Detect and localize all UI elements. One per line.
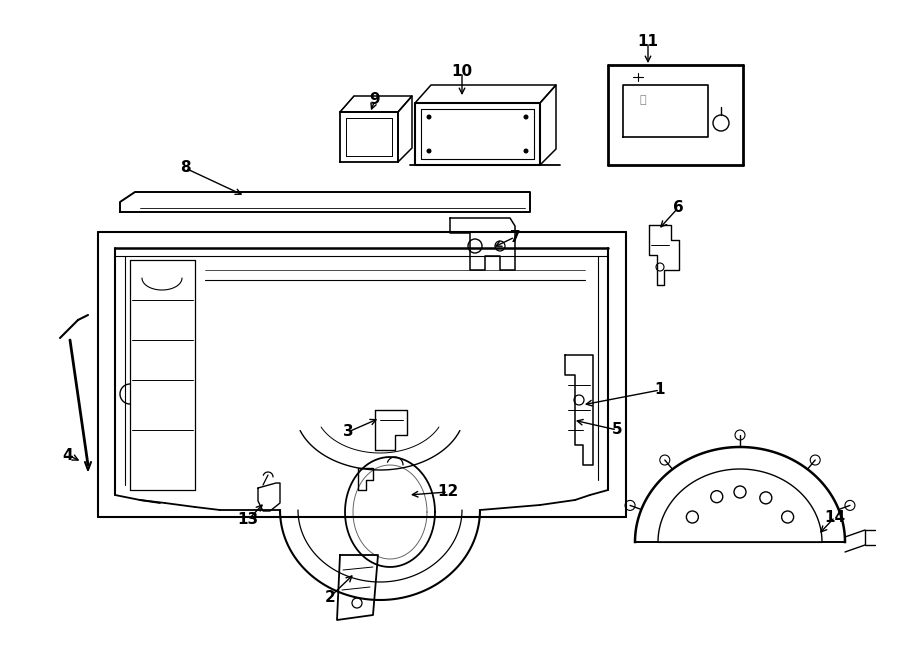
Circle shape bbox=[427, 114, 431, 120]
Text: 10: 10 bbox=[452, 65, 472, 79]
Text: 4: 4 bbox=[63, 447, 73, 463]
Text: 🔑: 🔑 bbox=[640, 95, 646, 105]
Circle shape bbox=[427, 149, 431, 153]
Text: 2: 2 bbox=[325, 590, 336, 605]
Text: 14: 14 bbox=[824, 510, 846, 524]
Text: 12: 12 bbox=[437, 485, 459, 500]
Text: 7: 7 bbox=[509, 229, 520, 245]
Text: 3: 3 bbox=[343, 424, 354, 440]
Text: 5: 5 bbox=[612, 422, 622, 438]
Text: 1: 1 bbox=[655, 383, 665, 397]
Circle shape bbox=[524, 149, 528, 153]
Text: 11: 11 bbox=[637, 34, 659, 50]
Circle shape bbox=[524, 114, 528, 120]
Text: 8: 8 bbox=[180, 161, 190, 176]
Text: 13: 13 bbox=[238, 512, 258, 527]
Text: 9: 9 bbox=[370, 93, 381, 108]
Text: 6: 6 bbox=[672, 200, 683, 215]
